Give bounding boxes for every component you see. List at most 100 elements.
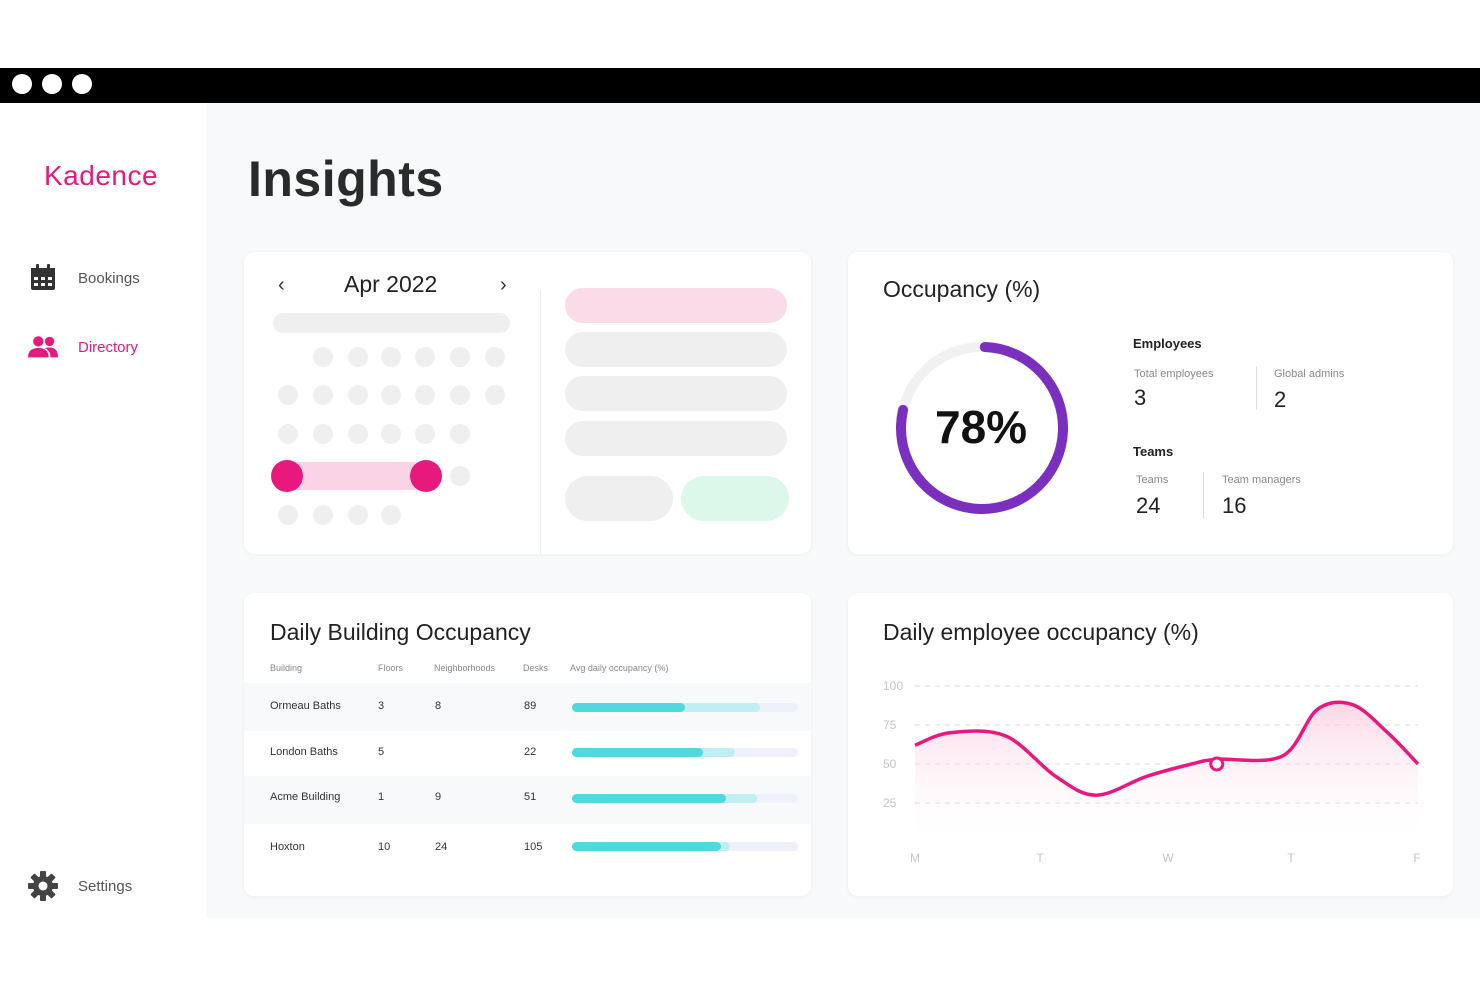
teams-heading: Teams (1133, 444, 1174, 459)
window-control-dot[interactable] (72, 74, 92, 94)
calendar-day[interactable] (278, 505, 298, 525)
table-cell-building: Ormeau Baths (270, 700, 341, 712)
cancel-button[interactable] (565, 476, 673, 521)
calendar-day[interactable] (450, 347, 470, 367)
global-admins-label: Global admins (1274, 368, 1345, 380)
calendar-day[interactable] (415, 385, 435, 405)
time-slot[interactable] (565, 421, 787, 456)
window-control-dot[interactable] (42, 74, 62, 94)
calendar-day[interactable] (278, 424, 298, 444)
people-icon (28, 332, 58, 362)
calendar-day[interactable] (278, 385, 298, 405)
calendar-day[interactable] (348, 385, 368, 405)
window-control-dot[interactable] (12, 74, 32, 94)
employee-occupancy-title: Daily employee occupancy (%) (883, 619, 1199, 645)
column-header-avg-occupancy[interactable]: Avg daily occupancy (%) (570, 663, 669, 673)
calendar-day[interactable] (485, 385, 505, 405)
x-tick-label: W (1162, 851, 1174, 865)
table-cell-building: London Baths (270, 746, 338, 758)
sidebar-item-label: Settings (78, 877, 133, 895)
column-header-building[interactable]: Building (270, 663, 303, 673)
highlighted-data-point[interactable] (1209, 756, 1225, 772)
sidebar (0, 103, 206, 918)
occupancy-bar-fill (572, 842, 722, 851)
table-cell-desks: 105 (524, 841, 543, 853)
x-tick-label: T (1287, 851, 1295, 865)
sidebar-item-directory[interactable]: Directory (28, 332, 138, 362)
column-header-neighborhoods[interactable]: Neighborhoods (434, 663, 496, 673)
building-occupancy-title: Daily Building Occupancy (270, 619, 531, 645)
time-slot[interactable] (565, 332, 787, 367)
table-cell-desks: 89 (524, 700, 537, 712)
calendar-day[interactable] (313, 385, 333, 405)
column-header-floors[interactable]: Floors (378, 663, 404, 673)
sidebar-item-label: Directory (78, 338, 139, 356)
range-end-day[interactable] (410, 460, 442, 492)
calendar-day[interactable] (450, 385, 470, 405)
calendar-day[interactable] (415, 347, 435, 367)
calendar-day[interactable] (485, 347, 505, 367)
calendar-day[interactable] (313, 347, 333, 367)
calendar-day[interactable] (348, 347, 368, 367)
calendar-day[interactable] (348, 424, 368, 444)
table-cell-desks: 51 (524, 791, 537, 803)
table-cell-floors: 3 (378, 700, 385, 712)
table-cell-desks: 22 (524, 746, 537, 758)
calendar-day[interactable] (450, 466, 470, 486)
y-tick-label: 75 (883, 718, 897, 732)
time-slot[interactable] (565, 376, 787, 411)
calendar-day[interactable] (381, 385, 401, 405)
selected-date-range[interactable] (280, 462, 428, 490)
calendar-month-label: Apr 2022 (344, 271, 438, 297)
next-month-button[interactable]: › (500, 274, 507, 296)
table-cell-neighborhoods: 8 (435, 700, 442, 712)
y-tick-label: 100 (883, 679, 903, 693)
y-tick-label: 25 (883, 796, 897, 810)
calendar-day[interactable] (381, 505, 401, 525)
brand-logo[interactable]: Kadence (44, 160, 159, 191)
occupancy-percent: 78% (935, 401, 1028, 453)
team-managers-value: 16 (1222, 493, 1247, 518)
x-tick-label: M (910, 851, 920, 865)
table-cell-building: Acme Building (270, 791, 341, 803)
table-cell-building: Hoxton (270, 841, 305, 853)
time-slot-selected[interactable] (565, 288, 787, 323)
column-header-desks[interactable]: Desks (523, 663, 549, 673)
stat-divider (1256, 366, 1257, 410)
range-start-day[interactable] (271, 460, 303, 492)
table-cell-floors: 5 (378, 746, 385, 758)
y-tick-label: 50 (883, 757, 897, 771)
confirm-button[interactable] (681, 476, 789, 521)
calendar-icon (28, 263, 58, 293)
table-cell-floors: 1 (378, 791, 385, 803)
table-cell-floors: 10 (378, 841, 391, 853)
calendar-day[interactable] (381, 347, 401, 367)
occupancy-bar-fill (572, 748, 704, 757)
series-line (914, 700, 1420, 797)
employee-occupancy-chart: 100 75 50 25 M T W T F (883, 679, 1421, 865)
calendar-day[interactable] (450, 424, 470, 444)
teams-value: 24 (1136, 493, 1161, 518)
occupancy-bar (572, 703, 798, 712)
table-cell-neighborhoods: 24 (435, 841, 448, 853)
table-cell-neighborhoods: 9 (435, 791, 442, 803)
calendar-day[interactable] (313, 424, 333, 444)
total-employees-value: 3 (1134, 385, 1147, 410)
occupancy-bar (572, 842, 798, 851)
occupancy-bar-fill (572, 794, 726, 803)
calendar-day[interactable] (313, 505, 333, 525)
occupancy-bar-fill (572, 703, 685, 712)
calendar-divider (540, 290, 541, 554)
calendar-day[interactable] (415, 424, 435, 444)
calendar-day[interactable] (381, 424, 401, 444)
calendar-day[interactable] (348, 505, 368, 525)
prev-month-button[interactable]: ‹ (278, 274, 285, 296)
sidebar-item-settings[interactable]: Settings (28, 871, 132, 901)
gear-icon (28, 871, 58, 901)
page-title: Insights (248, 151, 444, 207)
sidebar-item-bookings[interactable]: Bookings (28, 263, 140, 293)
occupancy-ring (896, 342, 1068, 514)
weekday-header-placeholder (273, 313, 510, 333)
employees-heading: Employees (1133, 336, 1202, 351)
window-titlebar (0, 68, 1480, 103)
